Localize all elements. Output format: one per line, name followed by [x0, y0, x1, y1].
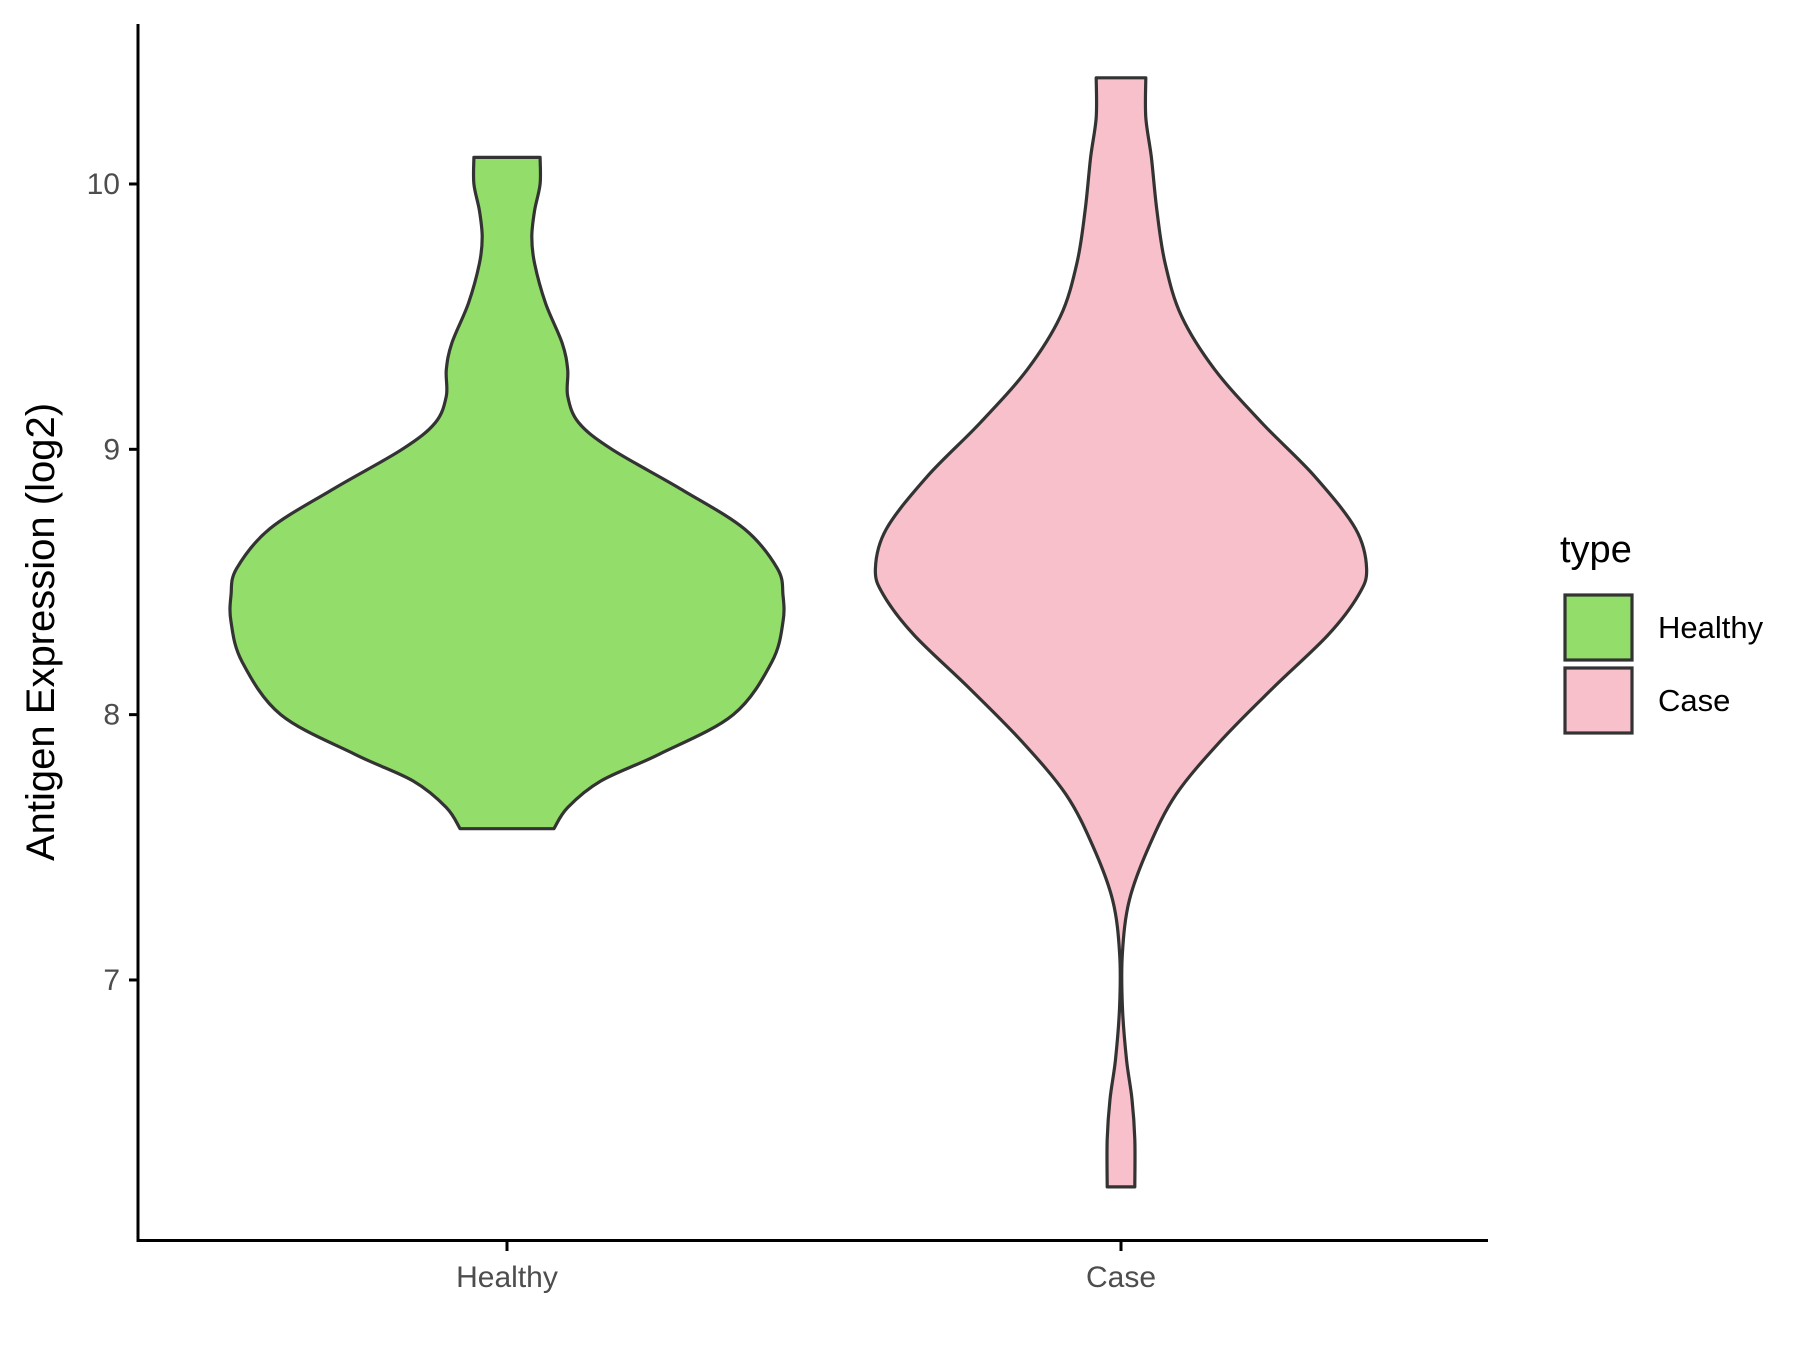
legend-title: type — [1560, 529, 1632, 571]
x-tick-layer: Healthy Case — [456, 1242, 1156, 1294]
legend-label-healthy: Healthy — [1658, 610, 1764, 645]
violin-case — [873, 76, 1369, 1189]
legend-label-case: Case — [1658, 683, 1730, 718]
violin-healthy — [228, 155, 786, 831]
y-tick-label: 10 — [87, 168, 120, 201]
legend-swatch-case — [1563, 666, 1634, 735]
y-tick-layer: 7 8 9 10 — [87, 168, 138, 997]
axes-layer — [136, 24, 1488, 1242]
violin-layer — [228, 76, 1369, 1189]
legend-items: Healthy Case — [1563, 593, 1764, 735]
y-axis-title: Antigen Expression (log2) — [19, 403, 63, 861]
x-tick-label: Healthy — [456, 1261, 558, 1294]
y-tick-label: 9 — [103, 433, 120, 466]
y-tick-label: 8 — [103, 699, 120, 732]
legend: type Healthy Case — [1560, 529, 1764, 735]
y-tick-label: 7 — [103, 964, 120, 997]
legend-swatch-healthy — [1563, 593, 1634, 662]
x-tick-label: Case — [1086, 1261, 1156, 1294]
